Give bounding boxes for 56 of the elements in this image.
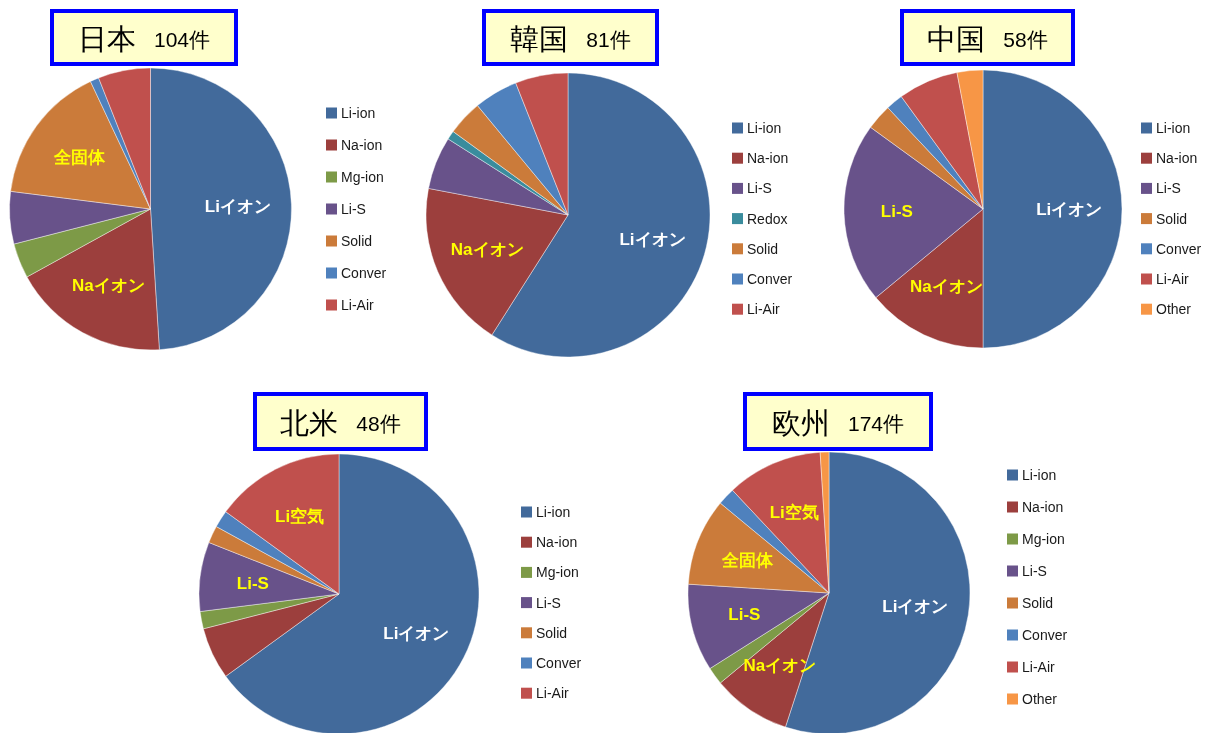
data-label: Liイオン <box>1036 199 1103 219</box>
legend-label: Conver <box>536 655 582 671</box>
legend-label: Na-ion <box>747 150 789 167</box>
legend-label: Li-Air <box>747 301 781 318</box>
legend-label: Solid <box>1022 595 1054 611</box>
legend-label: Li-S <box>1022 563 1047 579</box>
legend-label: Li-S <box>341 201 366 217</box>
legend-label: Solid <box>536 624 568 641</box>
data-label: Li-S <box>728 605 761 625</box>
legend-label: Li-ion <box>536 504 571 520</box>
data-label: Naイオン <box>72 276 145 296</box>
data-label: Li空気 <box>769 503 819 523</box>
data-label: Liイオン <box>383 623 450 643</box>
legend-label: Li-ion <box>341 105 376 121</box>
legend-label: Li-S <box>1156 180 1181 197</box>
data-label: Liイオン <box>882 597 949 617</box>
legend-label: Conver <box>747 271 793 287</box>
legend-label: Li-ion <box>1022 467 1057 483</box>
legend-label: Conver <box>341 265 387 281</box>
legend-label: Mg-ion <box>341 169 384 185</box>
legend-label: Li-S <box>747 180 772 197</box>
legend-label: Conver <box>1022 627 1068 643</box>
data-label: Naイオン <box>450 240 524 260</box>
legend-label: Na-ion <box>536 534 578 551</box>
data-label: Naイオン <box>909 277 983 297</box>
legend-label: Solid <box>341 233 373 249</box>
legend-label: Li-ion <box>1156 120 1191 136</box>
chart-title: 日本 104件 <box>77 22 211 55</box>
legend-label: Li-Air <box>341 297 375 313</box>
chart-title: 北米 48件 <box>280 406 401 439</box>
legend-label: Li-S <box>536 594 561 611</box>
legend-label: Other <box>1022 691 1058 707</box>
legend-label: Other <box>1156 301 1192 318</box>
legend-label: Li-Air <box>536 685 570 702</box>
chart-title: 韓国 81件 <box>510 22 631 55</box>
data-label: Li空気 <box>275 507 325 527</box>
data-label: 全固体 <box>721 551 775 571</box>
legend-label: Na-ion <box>341 137 383 153</box>
legend-label: Solid <box>747 240 779 257</box>
data-label: Liイオン <box>204 196 271 216</box>
legend-label: Mg-ion <box>1022 531 1065 547</box>
legend-label: Na-ion <box>1022 499 1064 515</box>
legend-label: Na-ion <box>1156 150 1198 167</box>
legend-label: Solid <box>1156 210 1188 227</box>
legend-label: Li-ion <box>747 120 782 136</box>
data-label: Li-S <box>236 573 269 593</box>
legend-label: Li-Air <box>1022 659 1056 675</box>
chart-title: 欧州 174件 <box>771 406 905 439</box>
data-label: Liイオン <box>619 230 686 250</box>
data-label: 全固体 <box>53 148 107 168</box>
legend-label: Mg-ion <box>536 564 579 581</box>
data-label: Li-S <box>880 202 913 222</box>
legend-label: Li-Air <box>1156 271 1190 287</box>
chart-title: 中国 58件 <box>927 22 1048 55</box>
legend-label: Conver <box>1156 240 1202 257</box>
legend-label: Redox <box>747 210 788 227</box>
